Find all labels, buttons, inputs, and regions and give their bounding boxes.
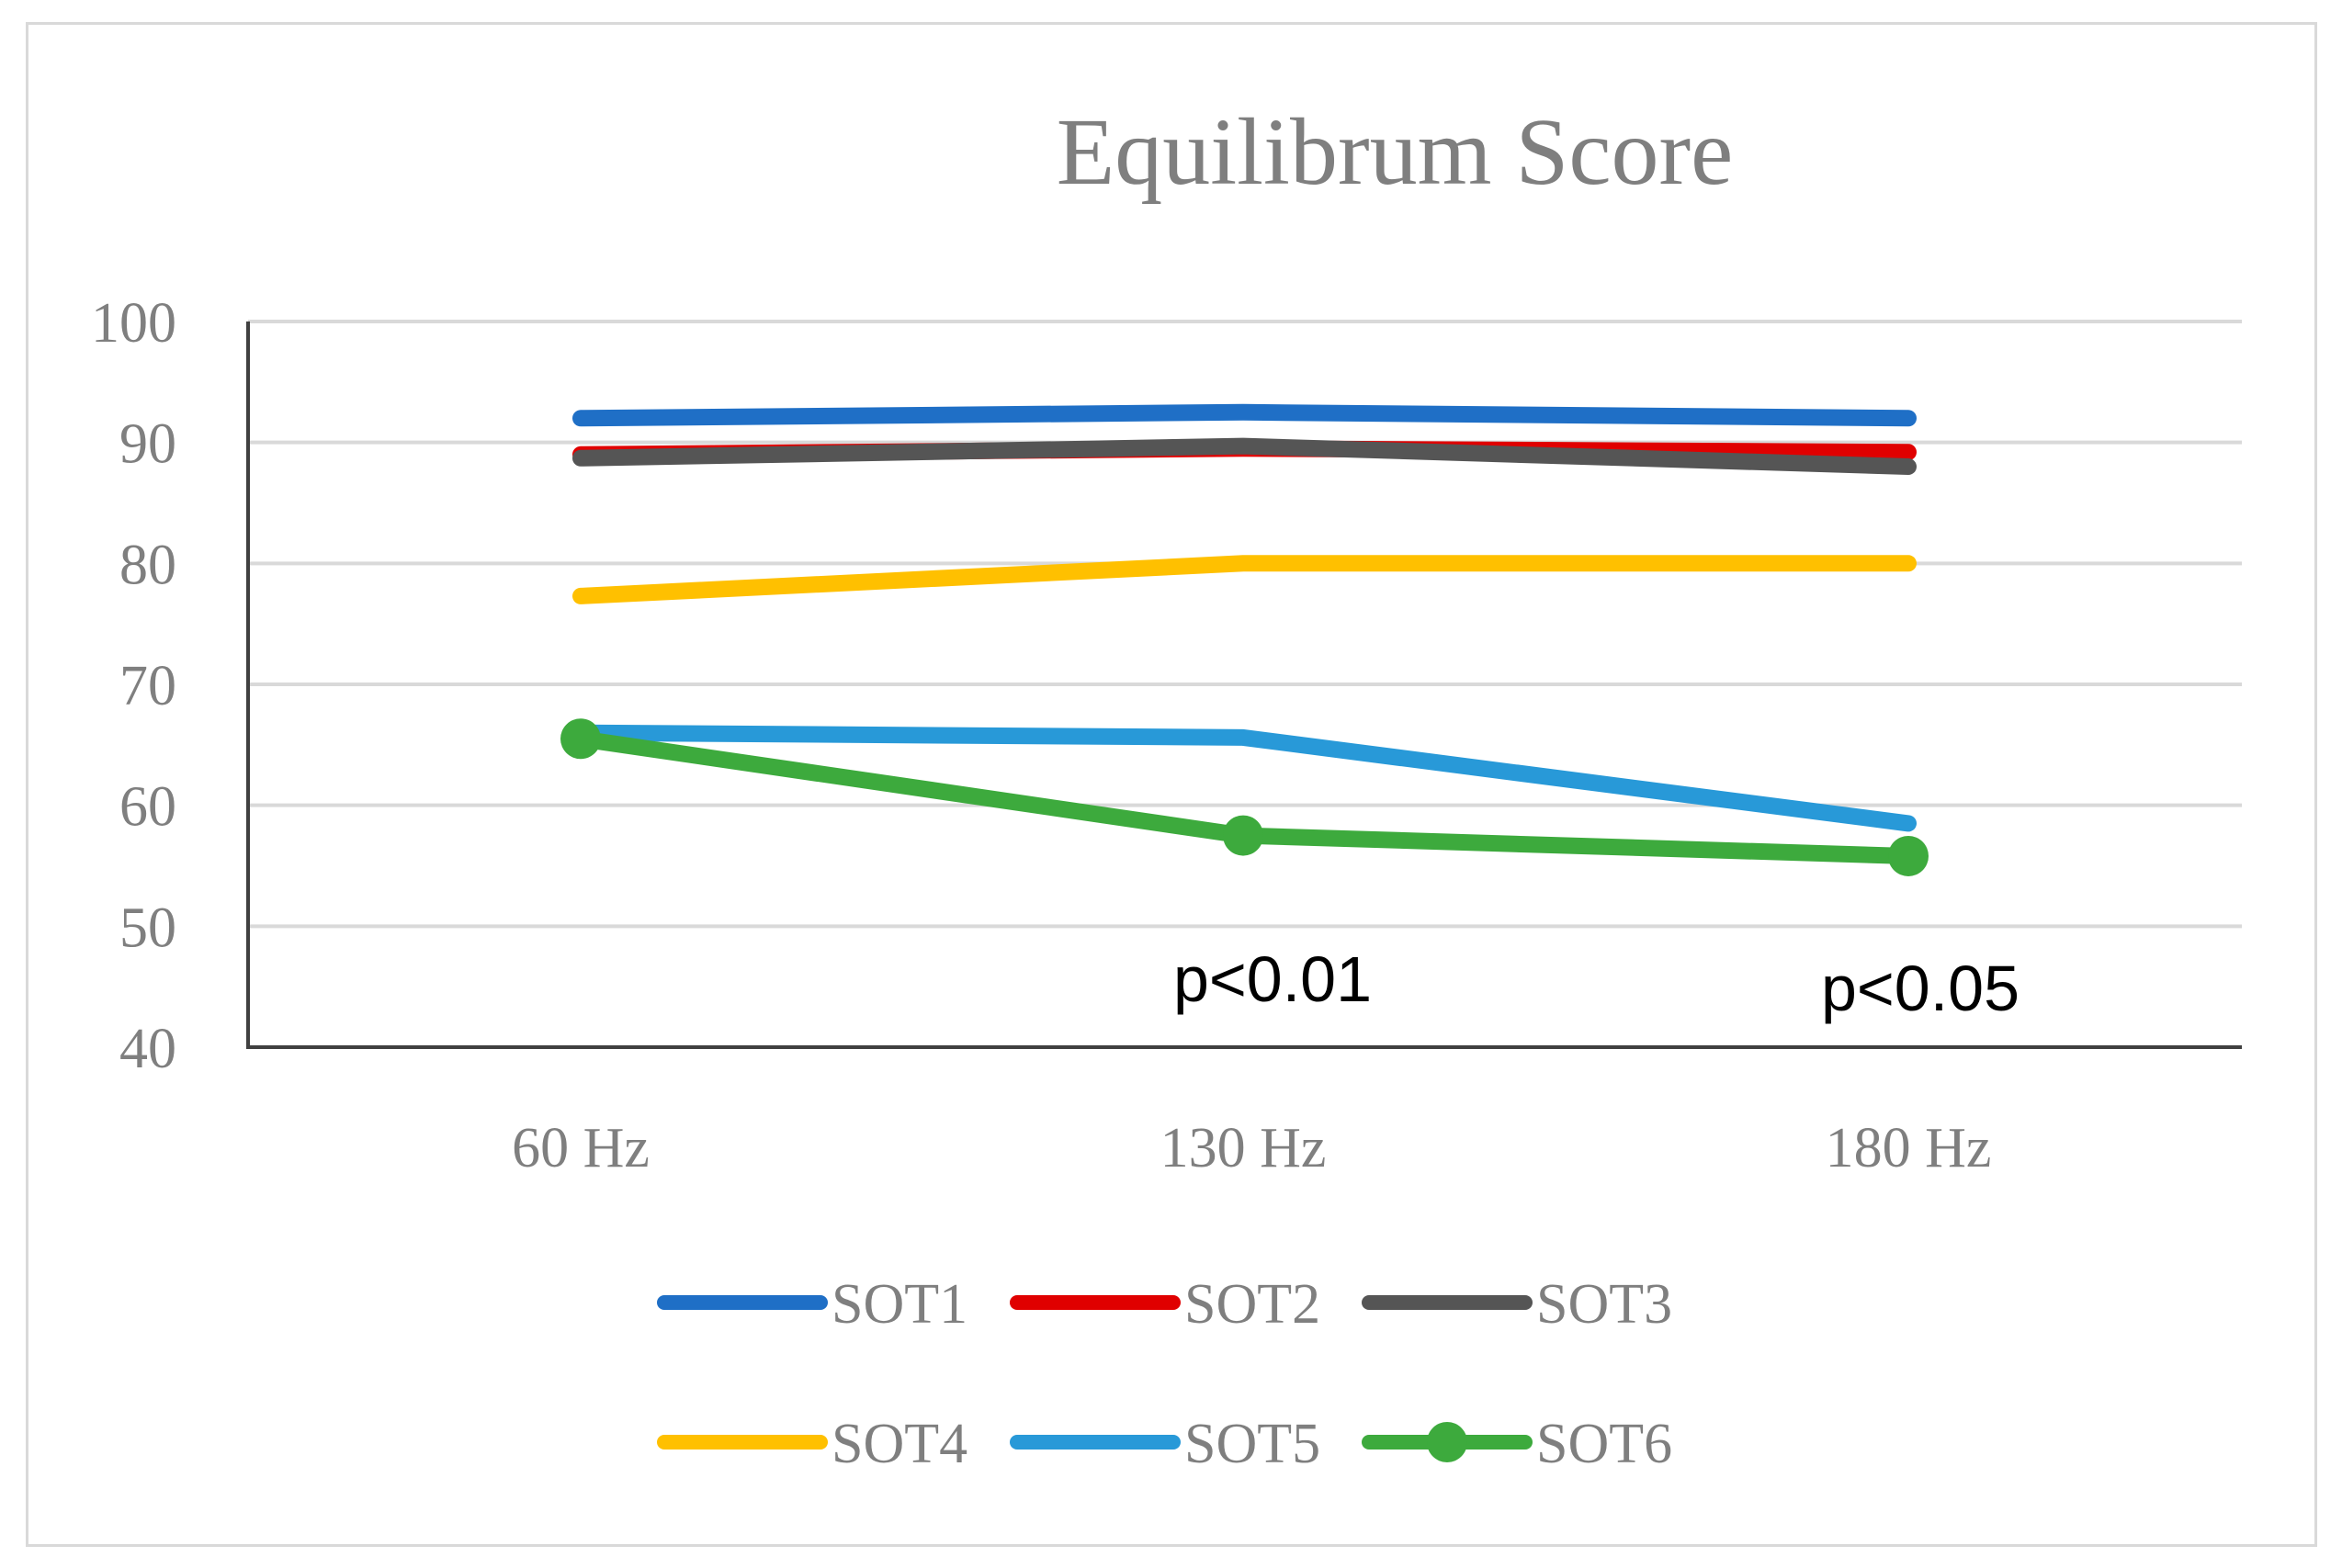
gridlines <box>248 320 2242 929</box>
annotations: p<0.01 p<0.05 <box>1173 943 2020 1024</box>
series-line-sot4 <box>572 555 1917 604</box>
y-tick-label-70: 70 <box>119 655 176 717</box>
legend-marker-sot6 <box>1427 1422 1467 1462</box>
y-tick-label-90: 90 <box>119 413 176 476</box>
x-tick-label-2: 180 Hz <box>1826 1117 1992 1179</box>
x-tick-labels: 60 Hz 130 Hz 180 Hz <box>512 1117 1991 1179</box>
y-tick-label-50: 50 <box>119 897 176 959</box>
legend-label-sot4: SOT4 <box>832 1413 967 1475</box>
x-tick-label-0: 60 Hz <box>512 1117 650 1179</box>
legend: SOT1 SOT2 SOT3 SOT4 SOT5 SOT6 <box>657 1273 1672 1475</box>
axes <box>246 321 2242 1049</box>
series-line-sot1 <box>572 403 1917 427</box>
chart-title: Equilibrum Score <box>1057 99 1734 205</box>
legend-label-sot1: SOT1 <box>832 1273 967 1336</box>
series-line-sot5 <box>572 724 1917 832</box>
y-tick-label-100: 100 <box>91 292 176 355</box>
y-tick-label-80: 80 <box>119 534 176 596</box>
legend-label-sot6: SOT6 <box>1536 1413 1672 1475</box>
annotation-0: p<0.01 <box>1173 943 1372 1015</box>
legend-label-sot3: SOT3 <box>1536 1273 1672 1336</box>
legend-label-sot2: SOT2 <box>1184 1273 1320 1336</box>
annotation-1: p<0.05 <box>1821 953 2020 1024</box>
series-line-sot3 <box>572 437 1917 475</box>
data-point-sot6-2 <box>1888 835 1929 876</box>
y-tick-label-40: 40 <box>119 1018 176 1080</box>
y-tick-label-60: 60 <box>119 776 176 839</box>
x-tick-label-1: 130 Hz <box>1160 1117 1327 1179</box>
data-point-sot6-0 <box>560 718 601 760</box>
data-point-sot6-1 <box>1223 815 1263 856</box>
legend-label-sot5: SOT5 <box>1184 1413 1320 1475</box>
y-tick-labels: 100 90 80 70 60 50 40 <box>91 292 176 1080</box>
series-lines <box>560 403 1929 876</box>
chart-frame <box>26 22 2317 1547</box>
